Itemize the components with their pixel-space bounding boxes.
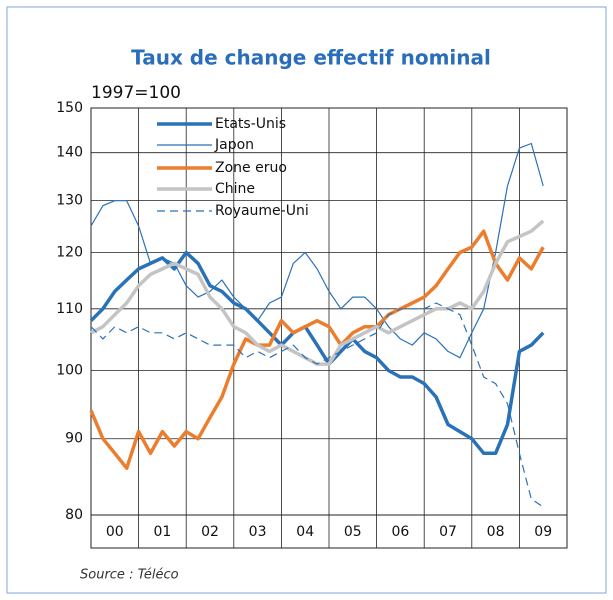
y-tick-label: 90 xyxy=(65,431,83,447)
x-tick-label: 03 xyxy=(249,524,267,540)
x-tick-label: 01 xyxy=(153,524,171,540)
legend-label: Japon xyxy=(214,137,254,153)
x-tick-label: 02 xyxy=(201,524,219,540)
y-tick-label: 150 xyxy=(56,100,83,116)
x-tick-label: 05 xyxy=(344,524,362,540)
legend-label: Zone eruo xyxy=(215,160,287,176)
legend-label: Chine xyxy=(215,181,255,197)
series-line xyxy=(89,229,545,470)
x-tick-label: 07 xyxy=(439,524,457,540)
y-tick-label: 110 xyxy=(56,301,83,317)
series-line xyxy=(90,302,544,508)
y-tick-label: 130 xyxy=(56,193,83,209)
x-tick-label: 06 xyxy=(391,524,409,540)
source: Source : Téléco xyxy=(80,568,179,583)
x-tick-label: 09 xyxy=(534,524,552,540)
series-line xyxy=(90,142,544,359)
x-tick-label: 00 xyxy=(106,524,124,540)
legend-label: Etats-Unis xyxy=(215,116,286,132)
y-tick-label: 120 xyxy=(56,244,83,260)
x-tick-label: 04 xyxy=(296,524,314,540)
frame xyxy=(6,6,607,594)
y-tick-label: 140 xyxy=(56,145,83,161)
legend-label: Royaume-Uni xyxy=(215,203,309,219)
y-tick-label: 100 xyxy=(56,363,83,379)
x-tick-label: 08 xyxy=(487,524,505,540)
y-tick-label: 80 xyxy=(65,507,83,523)
subtitle: 1997=100 xyxy=(91,83,181,103)
series-line xyxy=(89,250,545,456)
chart-title: Taux de change effectif nominal xyxy=(131,46,491,70)
